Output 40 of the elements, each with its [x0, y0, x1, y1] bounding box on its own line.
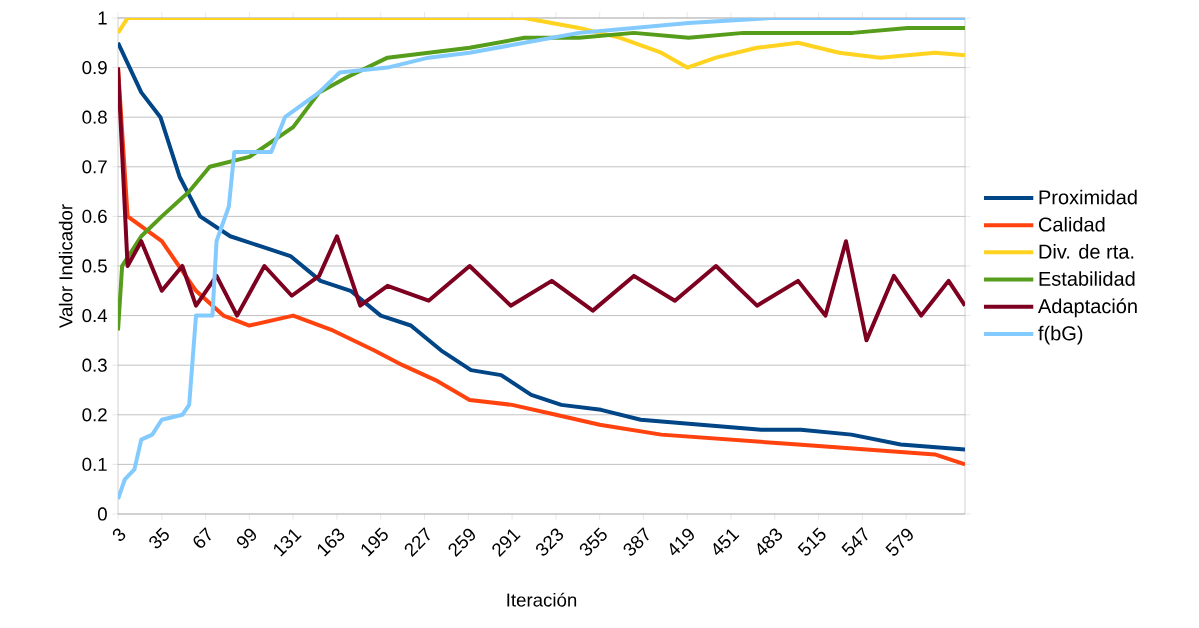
x-tick-label: 131 [274, 529, 302, 557]
x-tick-label: 195 [361, 527, 388, 557]
line-series [118, 17, 965, 502]
y-axis-title: Valor Indicador [58, 204, 73, 328]
line-series [118, 65, 965, 343]
y-tick-label: 0.2 [82, 408, 107, 422]
x-tick-label: 579 [885, 528, 913, 556]
x-tick-label: 99 [236, 528, 257, 549]
legend-label: f(bG) [1038, 325, 1083, 345]
x-tick-label: 323 [536, 528, 564, 556]
x-tick-label: 67 [193, 527, 212, 548]
x-tick-label: 419 [669, 528, 694, 556]
x-tick-label: 227 [404, 527, 430, 557]
x-tick-label: 451 [713, 529, 740, 556]
legend-label: Estabilidad [1039, 271, 1135, 286]
y-tick-label: 0.3 [82, 358, 107, 372]
y-tick-label: 0.8 [82, 110, 107, 124]
x-tick-label: 259 [448, 528, 475, 557]
x-tick-label: 163 [317, 528, 345, 557]
legend-label: Adaptación [1037, 298, 1137, 318]
y-tick-label: 0.7 [82, 160, 107, 174]
x-tick-label: 291 [492, 529, 521, 557]
x-tick-label: 355 [579, 527, 607, 556]
y-tick-label: 0.6 [82, 209, 107, 224]
y-tick-label: 1 [98, 11, 107, 25]
x-axis-title: Iteración [507, 592, 577, 607]
x-tick-label: 547 [841, 527, 868, 556]
x-tick-label: 35 [149, 527, 169, 549]
x-tick-label: 3 [112, 528, 126, 541]
x-tick-label: 387 [623, 527, 649, 556]
y-tick-label: 0.4 [82, 308, 108, 323]
legend-label: Calidad [1038, 216, 1105, 232]
legend-label: Div. de rta. [1039, 244, 1134, 259]
y-tick-label: 0.9 [82, 60, 107, 75]
x-tick-label: 515 [797, 527, 826, 556]
y-tick-label: 0 [97, 507, 107, 521]
legend-label: Proximidad [1039, 189, 1137, 205]
y-tick-label: 0.1 [82, 457, 107, 471]
x-tick-label: 483 [757, 528, 783, 556]
y-tick-label: 0.5 [82, 259, 107, 273]
